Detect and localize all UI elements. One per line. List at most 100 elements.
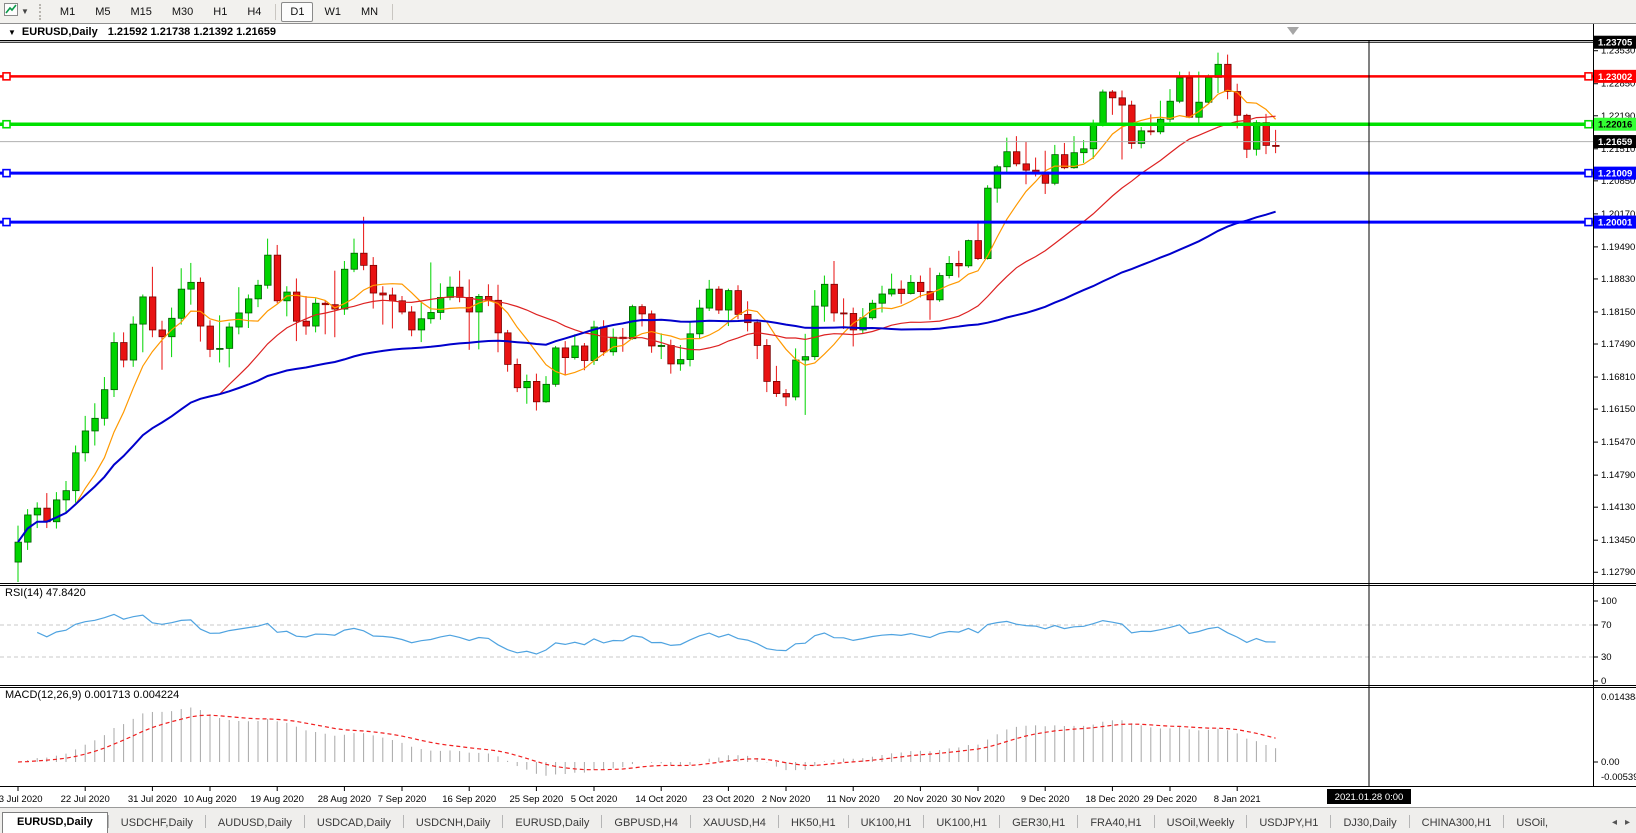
tab-item-usdcad-daily[interactable]: USDCAD,Daily [316, 817, 391, 829]
price-tick-label: 1.23530 [1601, 46, 1635, 57]
moving-average-line-7 [17, 89, 1277, 543]
period-button-h4[interactable]: H4 [247, 5, 262, 18]
tab-scroll-right-icon[interactable]: ▸ [1624, 817, 1630, 828]
toolbar-separator [275, 3, 277, 20]
price-tick-label: 1.14790 [1601, 470, 1635, 481]
current-price-badge-label: 1.21659 [1598, 137, 1632, 148]
period-button-m1[interactable]: M1 [59, 5, 76, 18]
date-label: 8 Jan 2021 [1214, 794, 1261, 805]
period-button-mn[interactable]: MN [360, 5, 379, 18]
macd-label: MACD(12,26,9) 0.001713 0.004224 [5, 689, 180, 701]
tab-scroll-arrows: ◂ ▸ [1607, 816, 1634, 829]
tab-item-eurusd-daily[interactable]: EURUSD,Daily [515, 817, 590, 829]
tab-item-uk100-h1[interactable]: UK100,H1 [860, 817, 912, 829]
date-label: 14 Oct 2020 [635, 794, 687, 805]
price-badge [1594, 215, 1636, 229]
price-axis: 1.23530 1.22850 1.22190 1.21510 1.20850 1.201… [1593, 46, 1635, 578]
tab-item-uk100-h1[interactable]: UK100,H1 [936, 817, 988, 829]
tab-separator [999, 815, 1001, 828]
symbol-tab-bar: EURUSD,Daily USDCHF,Daily AUDUSD,Daily USDC… [0, 807, 1636, 833]
new-chart-icon[interactable] [4, 2, 19, 22]
macd-tick-label: 0.00 [1601, 757, 1620, 768]
macd-tick-label: 0.014384 [1601, 692, 1636, 703]
moving-average-line-22 [17, 115, 1276, 543]
date-label: 16 Sep 2020 [442, 794, 496, 805]
tab-scroll-left-icon[interactable]: ◂ [1611, 817, 1617, 828]
hline-handle[interactable] [2, 217, 11, 227]
price-tick-label: 1.20850 [1601, 176, 1635, 187]
tab-item-usoil-[interactable]: USOil, [1516, 817, 1549, 829]
candlestick-series [14, 52, 1280, 582]
tab-item-eurusd-daily[interactable]: EURUSD,Daily [2, 812, 108, 833]
price-tick-label: 1.15470 [1601, 437, 1635, 448]
price-tick-label: 1.16810 [1601, 372, 1635, 383]
tab-item-usdjpy-h1[interactable]: USDJPY,H1 [1259, 817, 1319, 829]
timeframe-toolbar: ▼ M1 M5 M15 M30 H1 H4 D1 W1 MN [0, 0, 1636, 24]
tab-item-usoil-weekly[interactable]: USOil,Weekly [1166, 817, 1235, 829]
tab-separator [303, 815, 305, 828]
tab-separator [1408, 815, 1410, 828]
tab-item-xauusd-h4[interactable]: XAUUSD,H4 [702, 817, 766, 829]
price-badge [1594, 166, 1636, 180]
period-button-m30[interactable]: M30 [171, 5, 194, 18]
tab-separator [847, 815, 849, 828]
tab-separator [1153, 815, 1155, 828]
hline-handle[interactable] [2, 168, 11, 178]
tab-item-usdchf-daily[interactable]: USDCHF,Daily [120, 817, 193, 829]
date-label: 11 Nov 2020 [827, 794, 880, 805]
period-button-h1[interactable]: H1 [213, 5, 228, 18]
toolbar-separator [392, 3, 394, 20]
period-button-w1[interactable]: W1 [324, 5, 341, 18]
hline-handle[interactable] [1584, 72, 1593, 81]
tab-item-ger30-h1[interactable]: GER30,H1 [1012, 817, 1066, 829]
price-tick-label: 1.19490 [1601, 242, 1635, 253]
date-label: 29 Dec 2020 [1143, 794, 1197, 805]
tab-item-gbpusd-h4[interactable]: GBPUSD,H4 [614, 817, 678, 829]
chart-shift-marker[interactable] [1287, 27, 1299, 35]
hline-handle[interactable] [2, 72, 11, 81]
hline-handle[interactable] [1584, 217, 1593, 227]
date-label: 25 Sep 2020 [509, 794, 563, 805]
price-badge [1594, 35, 1636, 49]
hline-handle[interactable] [2, 119, 11, 129]
chart-dropdown-caret-icon[interactable]: ▼ [21, 7, 29, 16]
tab-separator [1330, 815, 1332, 828]
tab-separator [107, 815, 109, 828]
price-tick-label: 1.12790 [1601, 567, 1635, 578]
period-buttons: M1 M5 M15 M30 H1 H4 D1 W1 MN [50, 0, 397, 23]
collapse-triangle-icon[interactable]: ▼ [8, 27, 16, 37]
date-label: 7 Sep 2020 [378, 794, 427, 805]
price-badge-label: 1.23002 [1598, 72, 1632, 83]
date-label: 18 Dec 2020 [1085, 794, 1139, 805]
tab-separator [777, 815, 779, 828]
date-label: 20 Nov 2020 [893, 794, 947, 805]
price-tick-label: 1.16150 [1601, 404, 1635, 415]
price-tick-label: 1.13450 [1601, 535, 1635, 546]
chart-symbol-label: EURUSD,Daily [21, 26, 98, 38]
date-axis: 13 Jul 2020 22 Jul 2020 31 Jul 2020 10 Aug … [0, 787, 1261, 805]
macd-histogram [27, 707, 1277, 776]
period-button-m5[interactable]: M5 [95, 5, 111, 18]
hline-handle[interactable] [1584, 168, 1593, 178]
period-button-m15[interactable]: M15 [130, 5, 152, 18]
tab-separator [204, 815, 206, 828]
moving-average-line-56 [17, 210, 1276, 543]
toolbar-grip-handle[interactable] [38, 3, 44, 20]
tab-separator [601, 815, 603, 828]
tab-item-dj30-daily[interactable]: DJ30,Daily [1343, 817, 1397, 829]
price-tick-label: 1.18830 [1601, 274, 1635, 285]
rsi-tick-label: 0 [1601, 676, 1606, 687]
tab-item-china300-h1[interactable]: CHINA300,H1 [1421, 817, 1492, 829]
price-badge-label: 1.21009 [1598, 169, 1632, 180]
tab-item-usdcnh-daily[interactable]: USDCNH,Daily [415, 817, 491, 829]
tab-item-fra40-h1[interactable]: FRA40,H1 [1090, 817, 1142, 829]
tab-item-hk50-h1[interactable]: HK50,H1 [790, 817, 836, 829]
date-label: 13 Jul 2020 [0, 794, 43, 805]
tab-item-audusd-daily[interactable]: AUDUSD,Daily [217, 817, 292, 829]
price-tick-label: 1.22850 [1601, 79, 1635, 90]
period-button-d1[interactable]: D1 [281, 1, 314, 22]
rsi-line [36, 613, 1276, 655]
hline-handle[interactable] [1584, 119, 1593, 129]
date-label: 5 Oct 2020 [571, 794, 617, 805]
